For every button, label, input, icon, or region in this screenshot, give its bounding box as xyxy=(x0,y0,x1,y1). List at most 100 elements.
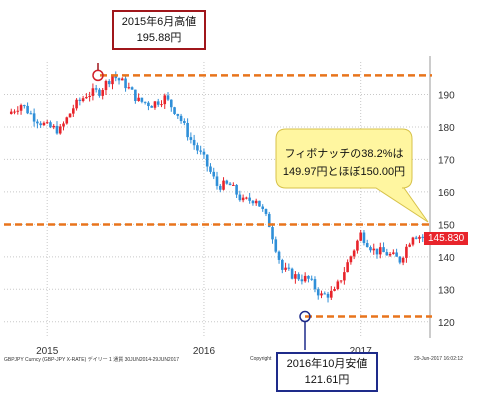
candle-body xyxy=(166,95,170,100)
candle-body xyxy=(45,122,49,124)
candle-body xyxy=(352,250,356,257)
candle-body xyxy=(78,99,82,102)
candle-body xyxy=(137,97,140,101)
candle-body xyxy=(326,293,330,298)
fibonacci-callout-line2: 149.97円とほぼ150.00円 xyxy=(283,165,405,178)
x-tick-label: 2017 xyxy=(350,346,373,357)
x-tick-label: 2015 xyxy=(36,346,59,357)
axis-ticks: 120 130 140 150 160 170 180 190 2015 2016 2017 xyxy=(36,90,455,357)
candle-body xyxy=(189,137,193,140)
candle-body xyxy=(378,247,382,255)
candle-body xyxy=(153,101,157,108)
candle-body xyxy=(104,80,108,91)
candle-body xyxy=(316,289,320,296)
candle-body xyxy=(313,279,317,290)
candle-body xyxy=(205,154,209,167)
candle-body xyxy=(359,232,362,241)
high-callout-line2: 195.88円 xyxy=(136,32,182,44)
candle-body xyxy=(225,180,229,184)
candle-body xyxy=(408,244,411,247)
candle-body xyxy=(261,206,265,210)
y-tick-label: 160 xyxy=(438,188,455,199)
candle-body xyxy=(65,117,69,124)
candle-body xyxy=(147,102,150,107)
markers xyxy=(92,69,311,323)
candle-body xyxy=(329,290,333,298)
x-tick-label: 2016 xyxy=(193,346,216,357)
candle-body xyxy=(81,98,85,102)
candle-body xyxy=(248,197,251,201)
low-marker xyxy=(299,310,311,323)
candle-body xyxy=(277,251,281,260)
candle-body xyxy=(349,256,353,263)
candle-body xyxy=(163,95,167,105)
grid-lines xyxy=(4,56,431,338)
candle-body xyxy=(264,209,268,214)
candle-body xyxy=(218,185,222,190)
candle-body xyxy=(173,107,176,114)
candle-body xyxy=(134,89,137,101)
candle-body xyxy=(98,89,101,96)
candle-body xyxy=(127,87,131,89)
candle-body xyxy=(107,80,111,85)
candle-body xyxy=(343,272,346,281)
candle-body xyxy=(186,122,189,138)
high-callout: 2015年6月高値 195.88円 xyxy=(112,10,206,50)
candle-body xyxy=(68,113,72,118)
candle-body xyxy=(228,183,232,186)
candle-body xyxy=(333,288,336,291)
candle-body xyxy=(55,125,59,134)
candle-body xyxy=(209,166,212,172)
low-callout-line1: 2016年10月安値 xyxy=(286,358,368,370)
candle-body xyxy=(365,243,369,248)
candle-body xyxy=(196,145,199,151)
candle-body xyxy=(287,267,291,269)
candle-body xyxy=(215,176,219,186)
last-price-badge: 145.830 xyxy=(424,232,469,245)
candle-body xyxy=(251,200,255,204)
y-tick-label: 170 xyxy=(438,155,455,166)
candle-body xyxy=(398,256,402,263)
fibonacci-callout: フィボナッチの38.2%は 149.97円とほぼ150.00円 xyxy=(275,128,429,223)
candle-body xyxy=(9,111,13,114)
candle-body xyxy=(238,194,242,201)
candle-body xyxy=(29,113,33,115)
candle-body xyxy=(375,248,379,255)
candle-body xyxy=(232,184,235,186)
candle-body xyxy=(388,253,392,256)
candle-body xyxy=(23,105,26,107)
candle-body xyxy=(94,88,98,90)
candle-body xyxy=(421,236,425,238)
candle-body xyxy=(274,239,278,252)
candle-body xyxy=(411,237,415,245)
candle-body xyxy=(169,99,173,108)
candle-body xyxy=(101,90,105,96)
candle-body xyxy=(72,108,75,114)
candle-body xyxy=(183,121,186,123)
candle-body xyxy=(62,123,65,127)
candle-body xyxy=(382,247,385,253)
candle-body xyxy=(140,97,144,102)
candle-body xyxy=(294,274,297,279)
candle-body xyxy=(401,257,405,263)
candle-body xyxy=(235,184,238,195)
candle-body xyxy=(160,104,163,106)
candle-body xyxy=(143,101,147,103)
candle-body xyxy=(320,293,323,296)
y-tick-label: 150 xyxy=(438,220,455,231)
candle-body xyxy=(336,281,340,289)
candle-body xyxy=(372,248,376,251)
candle-body xyxy=(111,75,114,85)
low-callout-line2: 121.61円 xyxy=(304,374,350,386)
candle-body xyxy=(36,121,39,124)
candle-body xyxy=(192,139,196,146)
y-tick-label: 190 xyxy=(438,90,455,101)
candle-body xyxy=(13,111,16,113)
reference-lines xyxy=(4,74,432,318)
footer-timestamp: 29-Jun-2017 16:02:12 xyxy=(414,356,463,362)
candle-body xyxy=(241,197,245,201)
candle-body xyxy=(88,95,91,98)
candle-body xyxy=(16,110,20,112)
